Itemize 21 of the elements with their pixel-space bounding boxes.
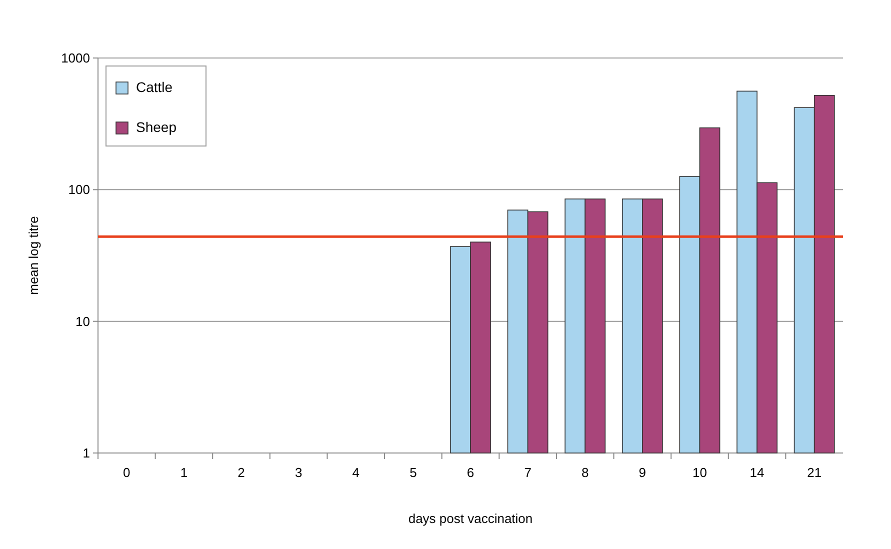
y-tick-label: 1000 xyxy=(61,50,90,66)
x-tick-label: 4 xyxy=(352,465,360,480)
y-axis-title: mean log titre xyxy=(26,216,41,295)
x-tick-label: 10 xyxy=(692,465,707,480)
x-tick-label: 5 xyxy=(410,465,417,480)
x-axis-title: days post vaccination xyxy=(408,511,533,526)
x-tick-label: 1 xyxy=(180,465,188,480)
x-tick-label: 3 xyxy=(294,465,302,480)
y-tick-label: 10 xyxy=(76,314,90,329)
y-tick-label: 100 xyxy=(68,182,90,198)
y-tick-label: 1 xyxy=(82,446,90,461)
x-tick-label: 9 xyxy=(638,465,646,480)
x-tick-label: 0 xyxy=(123,465,130,480)
x-tick-label: 2 xyxy=(238,465,245,480)
x-tick-label: 21 xyxy=(807,465,822,480)
x-tick-label: 8 xyxy=(582,465,589,480)
legend-label: Sheep xyxy=(136,119,177,135)
x-tick-label: 14 xyxy=(750,465,764,480)
legend-label: Cattle xyxy=(136,79,173,95)
x-tick-label: 6 xyxy=(466,465,474,480)
x-tick-label: 7 xyxy=(524,465,532,480)
